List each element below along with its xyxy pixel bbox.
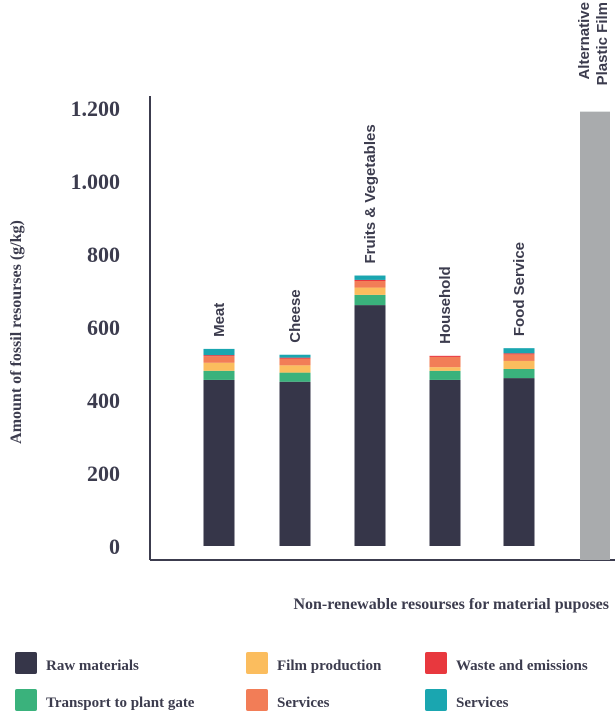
bar-segment <box>354 279 386 282</box>
bar-label: Cheese <box>287 289 304 342</box>
bar-label: Meat <box>211 303 228 337</box>
bar-segment <box>203 355 235 357</box>
bar-segment <box>354 305 386 546</box>
bar-segment <box>279 358 311 366</box>
reference-bar-label: Plastic Film <box>594 2 611 85</box>
bar-segment <box>203 348 235 356</box>
legend-swatch <box>15 689 37 711</box>
legend-label: Transport to plant gate <box>46 695 195 711</box>
bar-segment <box>503 368 535 379</box>
bar-segment <box>354 275 386 280</box>
bar-segment <box>354 287 386 295</box>
bar-segment <box>503 348 535 354</box>
x-axis-label: Non-renewable resourses for material pup… <box>293 596 609 613</box>
bar-segment <box>503 360 535 369</box>
y-tick-label: 200 <box>87 461 120 486</box>
bar-segment <box>429 356 461 368</box>
legend-label: Film production <box>277 658 382 674</box>
bar-segment <box>429 379 461 546</box>
bar-segment <box>429 367 461 371</box>
bar-segment <box>203 379 235 546</box>
bar-segment <box>354 294 386 306</box>
legend-swatch <box>15 652 37 674</box>
bar-segment <box>429 370 461 380</box>
y-axis-ticks: 0 200 400 600 800 1.000 1.200 <box>71 96 121 559</box>
reference-bar <box>580 111 610 561</box>
y-tick-label: 600 <box>87 315 120 340</box>
y-tick-label: 400 <box>87 388 120 413</box>
legend-swatch <box>425 689 447 711</box>
reference-bar-group: Alternative Plastic Film <box>576 2 611 561</box>
bar-segment <box>279 365 311 373</box>
y-axis-label: Amount of fossil resourses (g/kg) <box>8 220 25 444</box>
bar-segment <box>503 353 535 355</box>
y-tick-label: 1.200 <box>71 96 121 121</box>
bar-segment <box>279 372 311 382</box>
legend-swatch <box>425 652 447 674</box>
bars <box>203 275 535 546</box>
legend-label: Waste and emissions <box>456 658 588 674</box>
bar-segment <box>203 356 235 363</box>
bar-segment <box>354 281 386 288</box>
legend: Raw materials Film production Waste and em… <box>15 652 588 711</box>
legend-label: Raw materials <box>46 658 139 674</box>
bar-segment <box>279 354 311 358</box>
y-tick-label: 1.000 <box>71 169 121 194</box>
reference-bar-label: Alternative <box>576 2 593 80</box>
bar-labels: Meat Cheese Fruits & Vegetables Household Fo… <box>211 124 528 344</box>
bar-label: Household <box>437 266 454 344</box>
bar-segment <box>503 354 535 361</box>
bar-segment <box>429 355 461 357</box>
bar-label: Food Service <box>511 242 528 336</box>
legend-swatch <box>246 652 268 674</box>
bar-label: Fruits & Vegetables <box>362 124 379 263</box>
legend-swatch <box>246 689 268 711</box>
legend-label: Services <box>456 695 509 711</box>
y-tick-label: 800 <box>87 242 120 267</box>
bar-segment <box>203 362 235 371</box>
bar-segment <box>503 378 535 546</box>
bar-segment <box>279 381 311 546</box>
y-tick-label: 0 <box>109 534 120 559</box>
bar-segment <box>279 357 311 359</box>
bar-segment <box>203 370 235 380</box>
legend-label: Services <box>277 695 330 711</box>
